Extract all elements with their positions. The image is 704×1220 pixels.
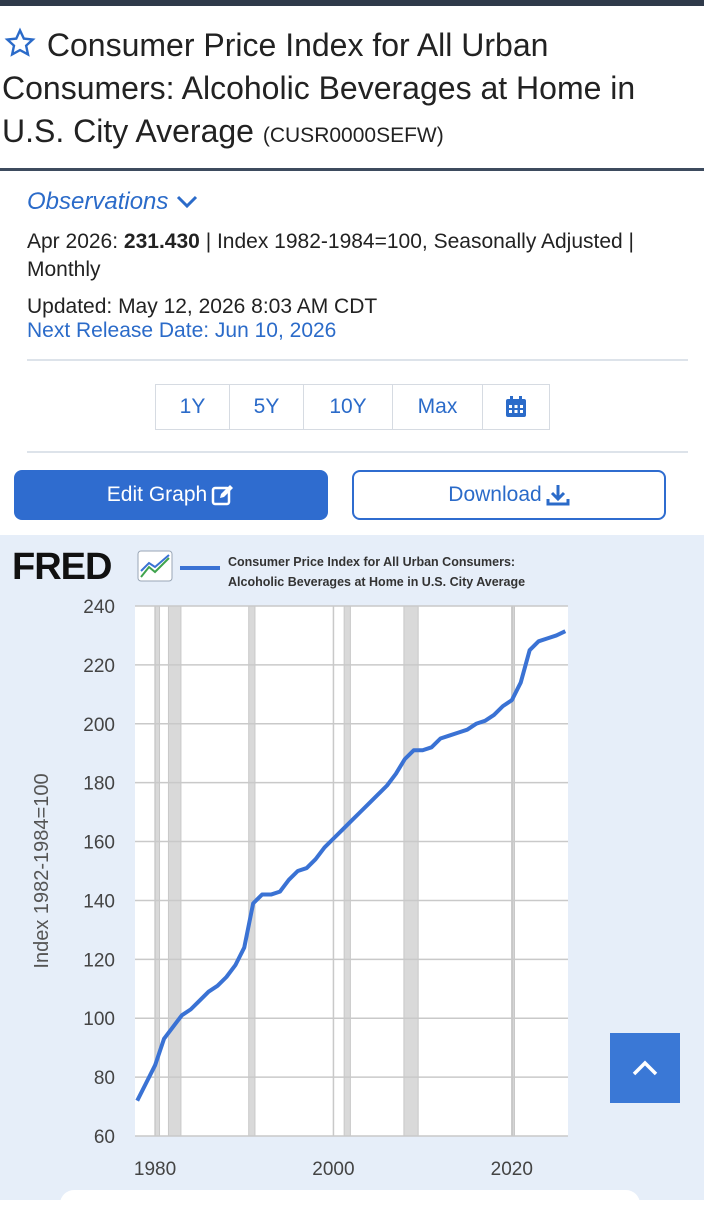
y-tick-label: 200 bbox=[83, 715, 115, 736]
edit-graph-label: Edit Graph bbox=[106, 483, 208, 506]
divider bbox=[0, 168, 704, 171]
y-tick-label: 100 bbox=[83, 1009, 115, 1030]
scroll-top-button[interactable] bbox=[610, 1033, 680, 1103]
title-block: Consumer Price Index for All Urban Consu… bbox=[2, 24, 702, 157]
divider bbox=[27, 359, 688, 361]
fred-icon bbox=[137, 550, 173, 582]
y-tick-label: 120 bbox=[83, 950, 115, 971]
edit-graph-button[interactable]: Edit Graph bbox=[14, 470, 328, 520]
obs-value: 231.430 bbox=[123, 230, 200, 253]
download-icon bbox=[546, 485, 570, 506]
top-bar bbox=[0, 0, 704, 6]
y-tick-label: 60 bbox=[94, 1127, 115, 1148]
calendar-icon bbox=[506, 396, 526, 417]
legend-text: Alcoholic Beverages at Home in U.S. City… bbox=[228, 575, 525, 589]
obs-details: | Index 1982-1984=100, Seasonally Adjust… bbox=[27, 230, 635, 281]
recession-shade bbox=[248, 605, 256, 1137]
observations-heading: Observations bbox=[27, 188, 169, 215]
observation-line: Apr 2026: 231.430 | Index 1982-1984=100,… bbox=[27, 228, 667, 284]
title: Consumer Price Index for All Urban Consu… bbox=[2, 27, 636, 149]
favorite-star[interactable] bbox=[2, 27, 38, 59]
download-button[interactable]: Download bbox=[352, 470, 666, 520]
calendar-button[interactable] bbox=[483, 385, 549, 429]
y-tick-label: 160 bbox=[83, 833, 115, 854]
y-tick-label: 240 bbox=[83, 597, 115, 618]
y-tick-label: 80 bbox=[94, 1068, 115, 1089]
legend-text: Consumer Price Index for All Urban Consu… bbox=[228, 555, 515, 569]
obs-date: Apr 2026: bbox=[27, 230, 119, 253]
y-tick-label: 180 bbox=[83, 774, 115, 795]
recession-shade bbox=[343, 605, 351, 1137]
range-button[interactable]: 1Y bbox=[156, 385, 230, 429]
observations-toggle[interactable]: Observations bbox=[27, 188, 198, 216]
download-label: Download bbox=[448, 483, 542, 506]
range-button[interactable]: 5Y bbox=[230, 385, 304, 429]
next-release: Next Release Date: Jun 10, 2026 bbox=[27, 319, 337, 342]
x-tick-label: 2020 bbox=[491, 1159, 533, 1180]
series-id: (CUSR0000SEFW) bbox=[262, 124, 444, 147]
recession-shade bbox=[512, 605, 515, 1137]
range-button[interactable]: Max bbox=[393, 385, 483, 429]
range-button[interactable]: 10Y bbox=[304, 385, 393, 429]
recession-shade bbox=[167, 605, 182, 1137]
recession-shade bbox=[403, 605, 419, 1137]
bottom-sheet bbox=[60, 1190, 640, 1220]
fred-logo: FRED bbox=[12, 546, 111, 588]
y-tick-label: 140 bbox=[83, 891, 115, 912]
edit-icon bbox=[211, 485, 234, 506]
up-chevron bbox=[632, 1060, 658, 1076]
y-tick-label: 220 bbox=[83, 656, 115, 677]
chevron bbox=[177, 195, 198, 209]
x-tick-label: 1980 bbox=[134, 1159, 176, 1180]
divider bbox=[27, 451, 688, 453]
series-line bbox=[135, 629, 567, 1102]
range-buttons: 1Y 5Y 10Y Max bbox=[155, 384, 550, 430]
y-axis-title: Index 1982-1984=100 bbox=[31, 773, 53, 968]
plot-area bbox=[135, 606, 568, 1136]
chart: FRED Consumer Price Index for All Urban … bbox=[0, 535, 704, 1200]
x-tick-label: 2000 bbox=[312, 1159, 354, 1180]
updated: Updated: May 12, 2026 8:03 AM CDT bbox=[27, 295, 378, 318]
